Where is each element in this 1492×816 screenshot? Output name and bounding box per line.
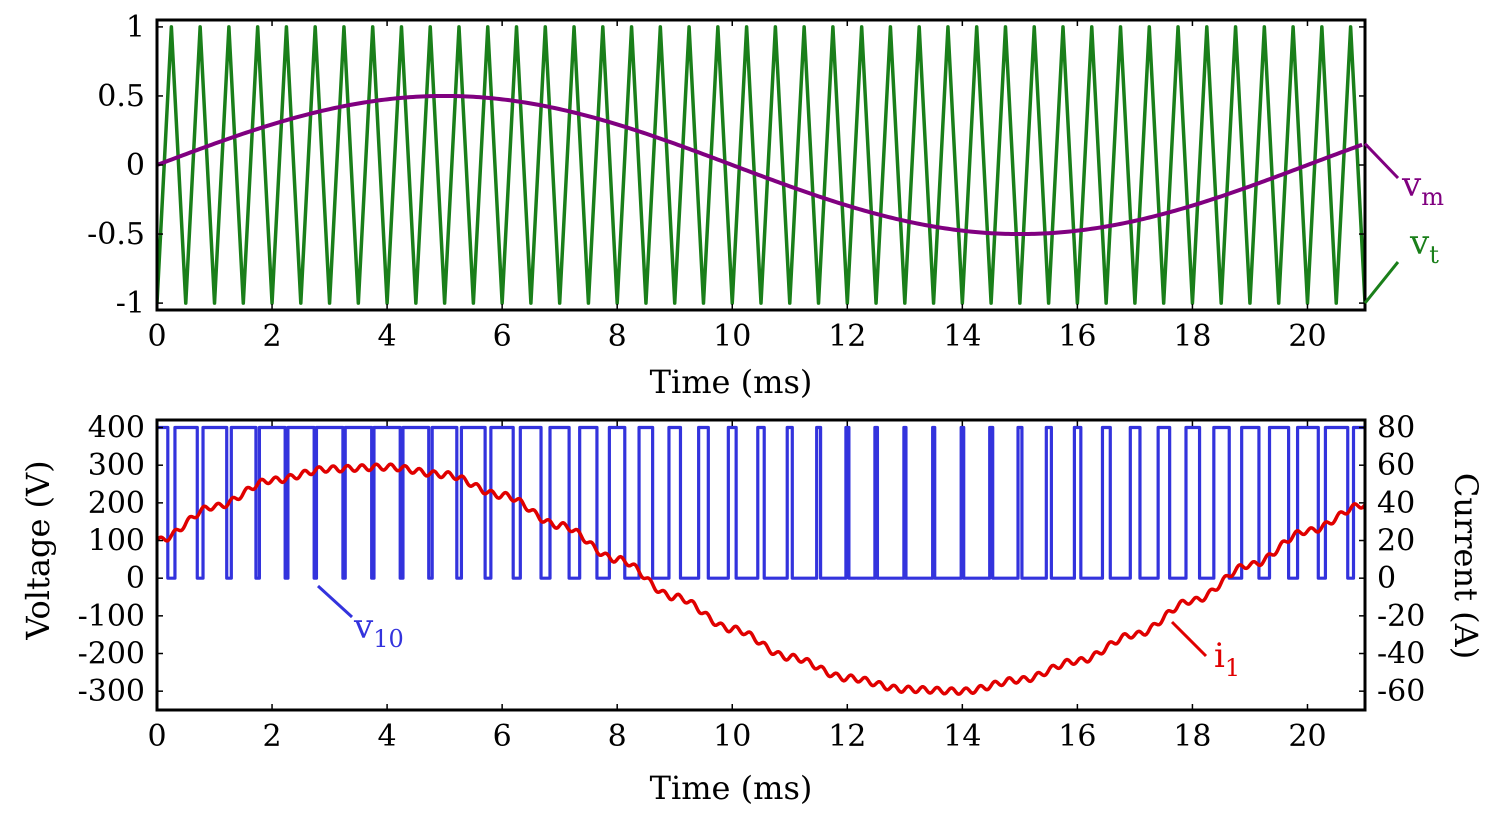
x-tick-label: 12 (828, 719, 866, 754)
current-line (157, 462, 1365, 696)
x-tick-label: 4 (378, 719, 397, 754)
x-tick-label: 2 (263, 319, 282, 354)
carrier-line (157, 25, 1365, 305)
bottom-plot-frame (155, 418, 1367, 712)
y2-tick-label: -20 (1377, 599, 1425, 634)
y-tick-label: -1 (116, 286, 145, 321)
x-tick-label: 4 (378, 319, 397, 354)
y2-tick-label: 80 (1377, 411, 1415, 446)
y-tick-label: 200 (88, 486, 145, 521)
y-tick-label: -0.5 (87, 217, 145, 252)
x-tick-label: 20 (1288, 319, 1326, 354)
x-tick-label: 14 (943, 719, 981, 754)
modulating-line (157, 93, 1363, 237)
top-x-axis-label: Time (ms) (650, 363, 813, 401)
x-tick-label: 6 (493, 319, 512, 354)
y-tick-label: 1 (126, 10, 145, 45)
v10-leader-line (316, 584, 354, 619)
x-tick-label: 8 (608, 719, 627, 754)
x-tick-label: 8 (608, 319, 627, 354)
y-tick-label: 0 (126, 148, 145, 183)
top-plot-frame (155, 18, 1367, 312)
x-tick-label: 0 (147, 719, 166, 754)
vt-leader-line (1363, 261, 1400, 305)
y-tick-label: -100 (78, 599, 145, 634)
top-chart-panel: 0 2 4 6 8 10 12 14 16 18 20 -1-0.500.51 Time (ms) … (87, 10, 1444, 401)
vm-series-label: vm (1401, 165, 1444, 211)
y-tick-label: 100 (88, 524, 145, 559)
x-tick-label: 0 (147, 319, 166, 354)
vt-series-label: vt (1409, 223, 1439, 269)
i1-leader-line (1170, 620, 1208, 658)
left-y-axis-label: Voltage (V) (19, 460, 57, 640)
y2-tick-label: 40 (1377, 486, 1415, 521)
y2-tick-label: 60 (1377, 448, 1415, 483)
y-tick-label: 0.5 (97, 79, 145, 114)
y2-tick-label: -40 (1377, 637, 1425, 672)
x-tick-label: 18 (1173, 719, 1211, 754)
y2-tick-label: -60 (1377, 674, 1425, 709)
pwm-voltage-line (157, 425, 1365, 580)
right-y-axis-label: Current (A) (1447, 473, 1485, 659)
y2-tick-label: 20 (1377, 524, 1415, 559)
x-tick-label: 20 (1288, 719, 1326, 754)
x-tick-label: 2 (263, 719, 282, 754)
x-tick-label: 6 (493, 719, 512, 754)
y-tick-label: 300 (88, 448, 145, 483)
x-tick-label: 10 (713, 719, 751, 754)
x-tick-label: 14 (943, 319, 981, 354)
x-tick-label: 18 (1173, 319, 1211, 354)
y-tick-label: 0 (126, 561, 145, 596)
x-tick-label: 10 (713, 319, 751, 354)
x-tick-label: 12 (828, 319, 866, 354)
bottom-chart-panel: 0 2 4 6 8 10 12 14 16 18 20 -300-200-1000100200300… (19, 411, 1485, 807)
y-tick-label: -300 (78, 674, 145, 709)
x-tick-label: 16 (1058, 319, 1096, 354)
v10-series-label: v10 (353, 607, 404, 653)
vm-leader-line (1363, 142, 1400, 180)
bottom-x-axis-label: Time (ms) (650, 769, 813, 807)
y2-tick-label: 0 (1377, 561, 1396, 596)
x-tick-label: 16 (1058, 719, 1096, 754)
y-tick-label: 400 (88, 411, 145, 446)
y-tick-label: -200 (78, 637, 145, 672)
i1-series-label: i1 (1214, 636, 1240, 682)
